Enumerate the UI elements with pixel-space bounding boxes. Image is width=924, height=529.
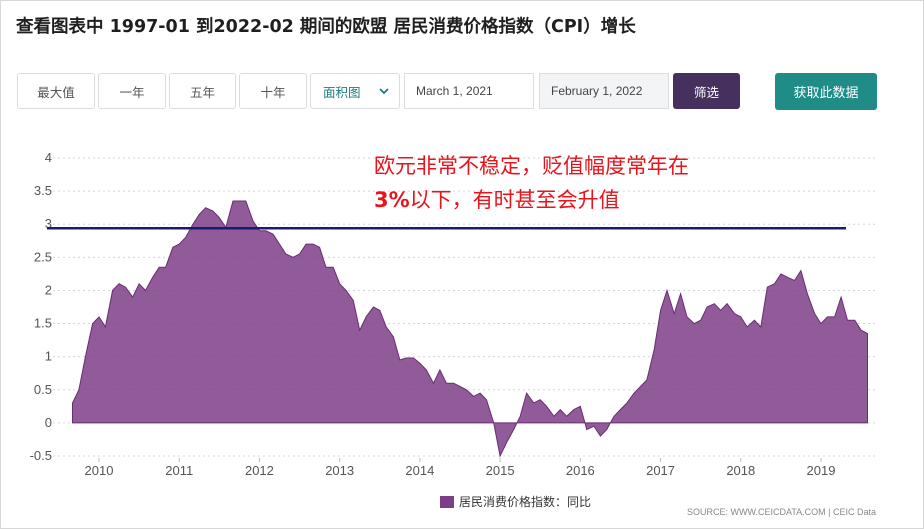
y-tick-label: 0 (45, 415, 52, 430)
chart-type-select[interactable]: 面积图 (310, 73, 400, 109)
annotation-line-1: 欧元非常不稳定，贬值幅度常年在 (374, 154, 689, 178)
range-1y-button[interactable]: 一年 (98, 73, 166, 109)
legend-swatch (440, 495, 454, 508)
y-tick-label: 2.5 (34, 249, 52, 264)
cpi-area-series (72, 200, 868, 458)
x-tick-label: 2017 (646, 463, 675, 478)
x-tick-label: 2018 (726, 463, 755, 478)
chevron-down-icon (379, 87, 389, 94)
x-tick-label: 2012 (245, 463, 274, 478)
annotation-line-2-text: 以下，有时甚至会升值 (409, 188, 620, 212)
date-from-input[interactable]: March 1, 2021 (404, 73, 534, 109)
y-tick-label: 1 (45, 349, 52, 364)
range-5y-button[interactable]: 五年 (169, 73, 236, 109)
annotation-line-2: 3%以下，有时甚至会升值 (374, 184, 620, 214)
y-tick-label: 4 (45, 150, 52, 165)
source-note: SOURCE: WWW.CEICDATA.COM | CEIC Data (686, 507, 876, 517)
x-tick-label: 2011 (165, 463, 193, 478)
legend-label: 居民消费价格指数：同比 (459, 495, 592, 509)
x-tick-label: 2010 (85, 463, 114, 478)
y-tick-label: 1.5 (34, 316, 52, 331)
x-tick-label: 2019 (807, 463, 836, 478)
filter-button[interactable]: 筛选 (673, 73, 740, 109)
y-tick-label: 0.5 (34, 382, 52, 397)
range-max-button[interactable]: 最大值 (17, 73, 95, 109)
fetch-data-button[interactable]: 获取此数据 (775, 73, 877, 110)
date-to-input[interactable]: February 1, 2022 (539, 73, 669, 109)
range-10y-button[interactable]: 十年 (239, 73, 307, 109)
y-tick-label: 2 (45, 282, 52, 297)
x-tick-label: 2015 (486, 463, 515, 478)
chart-type-value: 面积图 (323, 84, 361, 100)
x-tick-label: 2016 (566, 463, 595, 478)
y-tick-label: -0.5 (30, 448, 52, 463)
y-tick-label: 3 (45, 216, 52, 231)
x-tick-label: 2014 (405, 463, 434, 478)
annotation-highlight: 3% (374, 188, 410, 212)
chart-legend[interactable]: 居民消费价格指数：同比 (440, 493, 591, 510)
y-tick-label: 3.5 (34, 183, 52, 198)
x-tick-label: 2013 (325, 463, 354, 478)
page-title: 查看图表中 1997-01 到2022-02 期间的欧盟 居民消费价格指数（CP… (16, 17, 636, 37)
